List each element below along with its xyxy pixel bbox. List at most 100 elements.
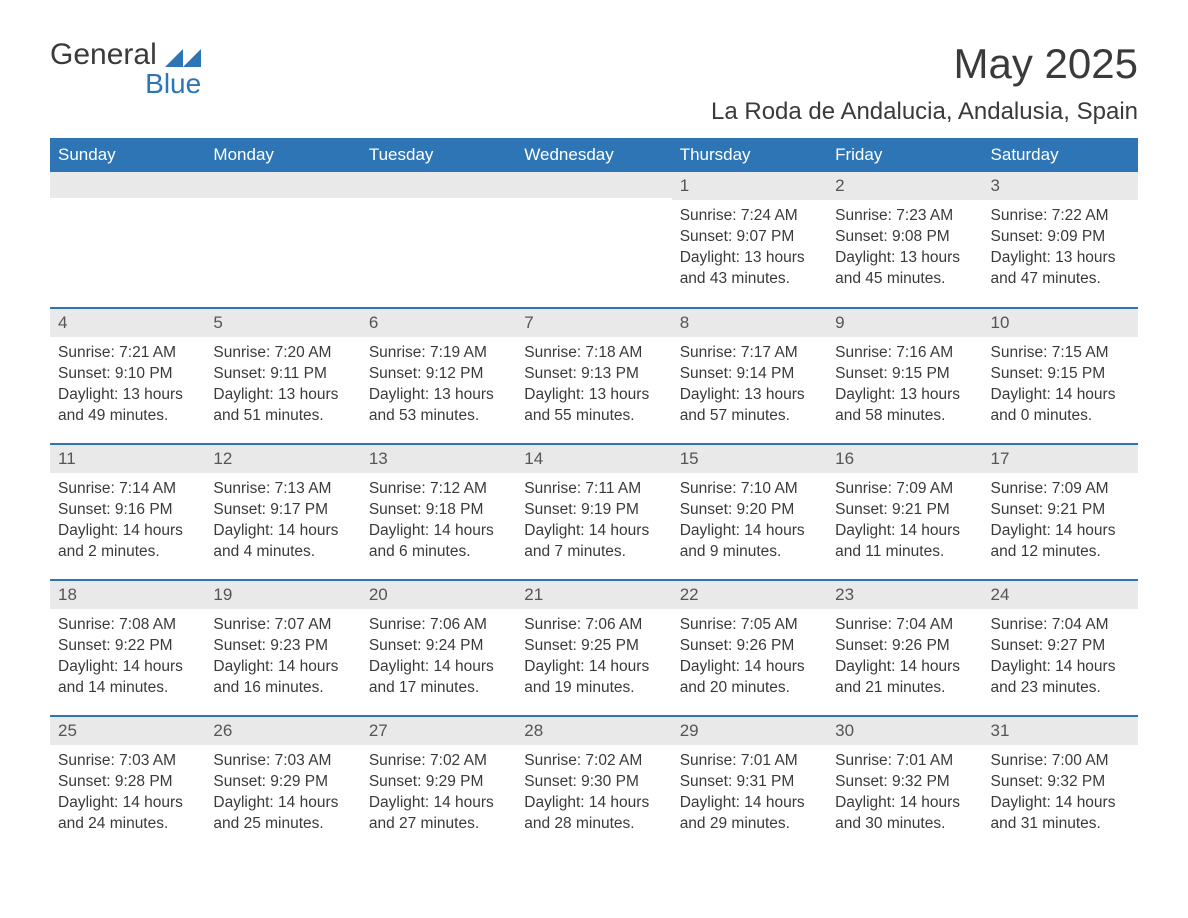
- day-number: 19: [205, 581, 360, 609]
- day-sunset: Sunset: 9:29 PM: [213, 772, 352, 793]
- day-sunset: Sunset: 9:10 PM: [58, 364, 197, 385]
- day-details: Sunrise: 7:02 AMSunset: 9:30 PMDaylight:…: [516, 745, 671, 841]
- calendar-day-cell: 1Sunrise: 7:24 AMSunset: 9:07 PMDaylight…: [672, 172, 827, 308]
- day-details: Sunrise: 7:21 AMSunset: 9:10 PMDaylight:…: [50, 337, 205, 433]
- day-details: Sunrise: 7:06 AMSunset: 9:24 PMDaylight:…: [361, 609, 516, 705]
- calendar-day-cell: 8Sunrise: 7:17 AMSunset: 9:14 PMDaylight…: [672, 308, 827, 444]
- logo-word2: Blue: [50, 70, 201, 98]
- day-details: Sunrise: 7:17 AMSunset: 9:14 PMDaylight:…: [672, 337, 827, 433]
- day-sunset: Sunset: 9:09 PM: [991, 227, 1130, 248]
- day-sunrise: Sunrise: 7:09 AM: [991, 479, 1130, 500]
- calendar-day-cell: 17Sunrise: 7:09 AMSunset: 9:21 PMDayligh…: [983, 444, 1138, 580]
- page-header: General Blue May 2025 La Roda de Andaluc…: [50, 40, 1138, 132]
- calendar-day-cell: 6Sunrise: 7:19 AMSunset: 9:12 PMDaylight…: [361, 308, 516, 444]
- title-block: May 2025 La Roda de Andalucia, Andalusia…: [711, 40, 1138, 132]
- day-number: 11: [50, 445, 205, 473]
- day-sunset: Sunset: 9:14 PM: [680, 364, 819, 385]
- day-daylight2: and 31 minutes.: [991, 814, 1130, 835]
- day-daylight2: and 11 minutes.: [835, 542, 974, 563]
- day-sunrise: Sunrise: 7:03 AM: [58, 751, 197, 772]
- day-number: 1: [672, 172, 827, 200]
- calendar-day-cell: 22Sunrise: 7:05 AMSunset: 9:26 PMDayligh…: [672, 580, 827, 716]
- day-daylight1: Daylight: 14 hours: [835, 521, 974, 542]
- day-details: Sunrise: 7:07 AMSunset: 9:23 PMDaylight:…: [205, 609, 360, 705]
- day-sunset: Sunset: 9:31 PM: [680, 772, 819, 793]
- day-daylight2: and 51 minutes.: [213, 406, 352, 427]
- day-daylight2: and 57 minutes.: [680, 406, 819, 427]
- day-details: Sunrise: 7:10 AMSunset: 9:20 PMDaylight:…: [672, 473, 827, 569]
- day-sunrise: Sunrise: 7:13 AM: [213, 479, 352, 500]
- day-daylight1: Daylight: 14 hours: [58, 521, 197, 542]
- day-number: 23: [827, 581, 982, 609]
- day-sunset: Sunset: 9:24 PM: [369, 636, 508, 657]
- day-daylight1: Daylight: 13 hours: [835, 385, 974, 406]
- day-number: 9: [827, 309, 982, 337]
- day-daylight2: and 49 minutes.: [58, 406, 197, 427]
- day-daylight1: Daylight: 13 hours: [524, 385, 663, 406]
- weekday-header: Friday: [827, 138, 982, 172]
- day-details: Sunrise: 7:15 AMSunset: 9:15 PMDaylight:…: [983, 337, 1138, 433]
- day-sunrise: Sunrise: 7:06 AM: [524, 615, 663, 636]
- day-sunrise: Sunrise: 7:01 AM: [835, 751, 974, 772]
- calendar-day-cell: 23Sunrise: 7:04 AMSunset: 9:26 PMDayligh…: [827, 580, 982, 716]
- day-number: [205, 172, 360, 198]
- day-sunset: Sunset: 9:16 PM: [58, 500, 197, 521]
- day-daylight1: Daylight: 13 hours: [680, 248, 819, 269]
- day-number: 17: [983, 445, 1138, 473]
- calendar-day-cell: 20Sunrise: 7:06 AMSunset: 9:24 PMDayligh…: [361, 580, 516, 716]
- day-sunrise: Sunrise: 7:17 AM: [680, 343, 819, 364]
- calendar-day-cell: 10Sunrise: 7:15 AMSunset: 9:15 PMDayligh…: [983, 308, 1138, 444]
- day-number: 4: [50, 309, 205, 337]
- day-number: 13: [361, 445, 516, 473]
- day-daylight1: Daylight: 14 hours: [213, 793, 352, 814]
- day-daylight1: Daylight: 14 hours: [991, 521, 1130, 542]
- day-sunset: Sunset: 9:23 PM: [213, 636, 352, 657]
- day-sunrise: Sunrise: 7:03 AM: [213, 751, 352, 772]
- day-daylight1: Daylight: 14 hours: [213, 521, 352, 542]
- weekday-header: Wednesday: [516, 138, 671, 172]
- day-number: 30: [827, 717, 982, 745]
- day-sunrise: Sunrise: 7:15 AM: [991, 343, 1130, 364]
- calendar-day-cell: [50, 172, 205, 308]
- day-number: 10: [983, 309, 1138, 337]
- day-sunrise: Sunrise: 7:19 AM: [369, 343, 508, 364]
- day-details: Sunrise: 7:22 AMSunset: 9:09 PMDaylight:…: [983, 200, 1138, 296]
- day-details: Sunrise: 7:14 AMSunset: 9:16 PMDaylight:…: [50, 473, 205, 569]
- calendar-day-cell: 21Sunrise: 7:06 AMSunset: 9:25 PMDayligh…: [516, 580, 671, 716]
- day-daylight1: Daylight: 14 hours: [369, 657, 508, 678]
- day-sunset: Sunset: 9:27 PM: [991, 636, 1130, 657]
- day-sunset: Sunset: 9:08 PM: [835, 227, 974, 248]
- weekday-header: Monday: [205, 138, 360, 172]
- day-sunset: Sunset: 9:32 PM: [835, 772, 974, 793]
- day-details: Sunrise: 7:01 AMSunset: 9:31 PMDaylight:…: [672, 745, 827, 841]
- day-details: Sunrise: 7:02 AMSunset: 9:29 PMDaylight:…: [361, 745, 516, 841]
- day-daylight2: and 27 minutes.: [369, 814, 508, 835]
- day-daylight1: Daylight: 14 hours: [524, 793, 663, 814]
- calendar-day-cell: 9Sunrise: 7:16 AMSunset: 9:15 PMDaylight…: [827, 308, 982, 444]
- day-daylight1: Daylight: 14 hours: [680, 521, 819, 542]
- day-daylight1: Daylight: 14 hours: [991, 657, 1130, 678]
- day-daylight2: and 20 minutes.: [680, 678, 819, 699]
- day-sunset: Sunset: 9:12 PM: [369, 364, 508, 385]
- day-details: Sunrise: 7:16 AMSunset: 9:15 PMDaylight:…: [827, 337, 982, 433]
- day-daylight1: Daylight: 14 hours: [991, 385, 1130, 406]
- day-number: 27: [361, 717, 516, 745]
- day-number: 22: [672, 581, 827, 609]
- calendar-day-cell: 12Sunrise: 7:13 AMSunset: 9:17 PMDayligh…: [205, 444, 360, 580]
- day-details: Sunrise: 7:01 AMSunset: 9:32 PMDaylight:…: [827, 745, 982, 841]
- calendar-table: SundayMondayTuesdayWednesdayThursdayFrid…: [50, 138, 1138, 852]
- calendar-day-cell: 16Sunrise: 7:09 AMSunset: 9:21 PMDayligh…: [827, 444, 982, 580]
- day-sunrise: Sunrise: 7:05 AM: [680, 615, 819, 636]
- day-details: Sunrise: 7:05 AMSunset: 9:26 PMDaylight:…: [672, 609, 827, 705]
- day-daylight2: and 0 minutes.: [991, 406, 1130, 427]
- day-daylight2: and 14 minutes.: [58, 678, 197, 699]
- day-daylight2: and 9 minutes.: [680, 542, 819, 563]
- day-sunset: Sunset: 9:26 PM: [680, 636, 819, 657]
- day-details: Sunrise: 7:04 AMSunset: 9:27 PMDaylight:…: [983, 609, 1138, 705]
- day-number: 24: [983, 581, 1138, 609]
- day-sunrise: Sunrise: 7:20 AM: [213, 343, 352, 364]
- day-daylight2: and 4 minutes.: [213, 542, 352, 563]
- day-sunrise: Sunrise: 7:00 AM: [991, 751, 1130, 772]
- day-details: Sunrise: 7:11 AMSunset: 9:19 PMDaylight:…: [516, 473, 671, 569]
- calendar-day-cell: 11Sunrise: 7:14 AMSunset: 9:16 PMDayligh…: [50, 444, 205, 580]
